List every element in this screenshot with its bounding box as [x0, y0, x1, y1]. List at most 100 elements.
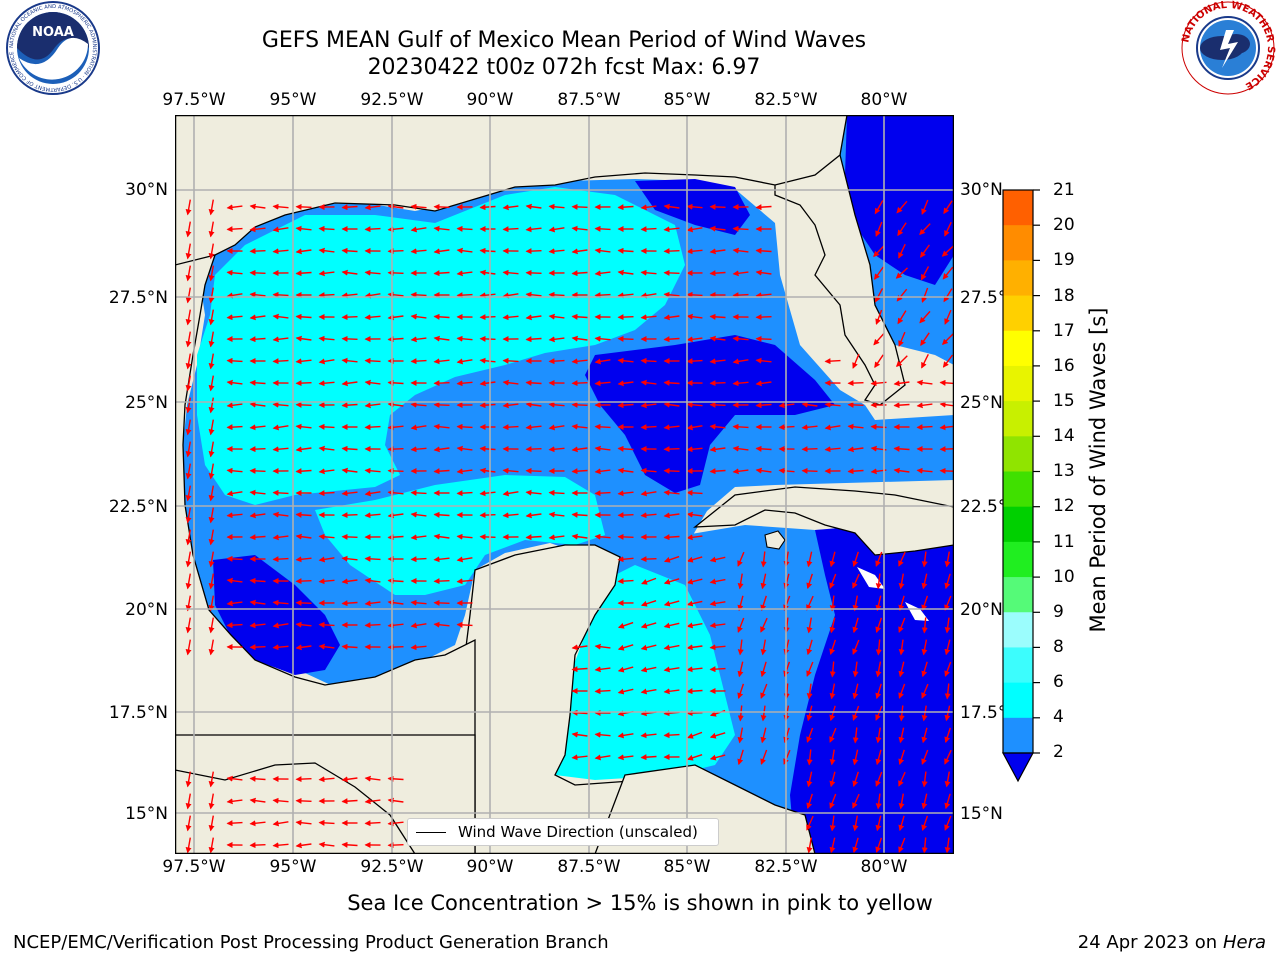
- wave-direction-arrow: [663, 534, 680, 541]
- wave-direction-arrow: [272, 644, 289, 651]
- wave-direction-arrow: [341, 247, 358, 254]
- wave-direction-arrow: [410, 534, 427, 541]
- wave-direction-arrow: [208, 551, 215, 568]
- wave-direction-arrow: [548, 446, 565, 453]
- wave-direction-arrow: [921, 749, 929, 765]
- wave-direction-arrow: [640, 226, 657, 233]
- wave-direction-arrow: [410, 248, 427, 255]
- wave-direction-arrow: [295, 335, 312, 342]
- wave-direction-arrow: [410, 644, 427, 651]
- wave-direction-arrow: [663, 644, 680, 651]
- wave-direction-arrow: [847, 423, 864, 430]
- wave-direction-arrow: [920, 244, 930, 258]
- wave-direction-arrow: [617, 754, 634, 761]
- wave-direction-arrow: [755, 269, 772, 276]
- wave-direction-arrow: [525, 226, 542, 233]
- lon-top-label: 85°W: [663, 90, 711, 110]
- wave-direction-arrow: [709, 248, 726, 255]
- wave-direction-arrow: [594, 666, 611, 673]
- wave-direction-arrow: [571, 203, 588, 210]
- colorbar-band: [1003, 401, 1033, 437]
- wave-direction-arrow: [732, 247, 749, 254]
- wave-direction-arrow: [806, 683, 813, 700]
- wave-direction-arrow: [456, 247, 473, 254]
- wave-direction-arrow: [226, 775, 243, 782]
- wave-direction-arrow: [709, 666, 726, 673]
- wave-direction-arrow: [185, 441, 192, 458]
- wave-direction-arrow: [732, 335, 749, 342]
- wave-direction-arrow: [617, 402, 634, 409]
- wave-direction-arrow: [341, 776, 358, 783]
- wave-direction-arrow: [433, 423, 450, 430]
- wave-direction-arrow: [760, 705, 767, 722]
- wave-direction-arrow: [456, 533, 473, 540]
- wave-direction-arrow: [824, 446, 841, 453]
- colorbar-band: [1003, 541, 1033, 578]
- wave-direction-arrow: [185, 199, 192, 216]
- wave-direction-arrow: [594, 731, 611, 738]
- wave-direction-arrow: [594, 754, 611, 761]
- wave-direction-arrow: [410, 401, 427, 408]
- wave-direction-arrow: [433, 446, 450, 453]
- wave-direction-arrow: [755, 467, 772, 474]
- wave-direction-arrow: [410, 489, 427, 496]
- legend-label: Wind Wave Direction (unscaled): [458, 823, 698, 841]
- wave-direction-arrow: [364, 226, 381, 233]
- wave-direction-arrow: [318, 445, 335, 452]
- wave-direction-arrow: [387, 401, 404, 408]
- wave-direction-arrow: [456, 292, 473, 299]
- wave-direction-arrow: [709, 732, 726, 739]
- wave-direction-arrow: [548, 248, 565, 255]
- wave-direction-arrow: [226, 490, 243, 497]
- wave-direction-arrow: [295, 797, 312, 804]
- wave-direction-arrow: [921, 639, 928, 656]
- legend-line-swatch: [416, 831, 446, 833]
- wave-direction-arrow: [847, 380, 864, 387]
- wave-direction-arrow: [410, 599, 427, 606]
- wave-direction-arrow: [921, 771, 928, 788]
- colorbar: [1001, 189, 1040, 783]
- colorbar-underflow-triangle: [1001, 752, 1035, 783]
- wave-direction-arrow: [896, 288, 908, 302]
- wave-direction-arrow: [755, 204, 772, 211]
- wave-direction-arrow: [433, 621, 450, 628]
- colorbar-band: [1003, 436, 1033, 472]
- wave-direction-arrow: [944, 749, 952, 765]
- wave-direction-arrow: [944, 309, 952, 325]
- colorbar-tick-label: 17: [1053, 321, 1075, 341]
- wave-direction-arrow: [640, 314, 657, 321]
- wave-direction-arrow: [433, 533, 450, 540]
- wave-direction-arrow: [617, 357, 634, 364]
- wave-direction-arrow: [272, 401, 289, 408]
- wave-direction-arrow: [341, 798, 358, 805]
- wave-direction-arrow: [249, 644, 266, 651]
- wave-direction-arrow: [686, 644, 703, 651]
- wave-direction-arrow: [617, 556, 634, 563]
- wave-direction-arrow: [919, 223, 931, 236]
- wave-direction-arrow: [208, 463, 215, 480]
- wave-direction-arrow: [433, 511, 450, 518]
- wave-direction-arrow: [226, 357, 243, 364]
- wave-direction-arrow: [921, 551, 928, 568]
- lon-top-label: 95°W: [269, 90, 317, 110]
- wave-direction-arrow: [295, 313, 312, 320]
- wave-direction-arrow: [921, 837, 928, 854]
- wave-direction-arrow: [571, 446, 588, 453]
- sea-ice-caption: Sea Ice Concentration > 15% is shown in …: [347, 891, 933, 915]
- wave-direction-arrow: [709, 270, 726, 277]
- wave-direction-arrow: [594, 468, 611, 475]
- lat-right-label: 20°N: [960, 600, 1003, 620]
- wave-direction-arrow: [295, 511, 312, 518]
- wave-direction-arrow: [341, 533, 358, 540]
- wave-direction-arrow: [387, 842, 404, 849]
- wave-direction-arrow: [852, 837, 859, 854]
- wave-direction-arrow: [944, 617, 951, 634]
- wave-direction-arrow: [479, 445, 496, 452]
- wave-direction-arrow: [410, 424, 427, 431]
- wave-direction-arrow: [944, 727, 951, 744]
- wave-direction-arrow: [548, 511, 565, 518]
- wave-direction-arrow: [272, 358, 289, 365]
- lon-bottom-label: 92.5°W: [360, 857, 424, 877]
- colorbar-tick-label: 6: [1053, 672, 1064, 692]
- wave-direction-arrow: [663, 467, 680, 474]
